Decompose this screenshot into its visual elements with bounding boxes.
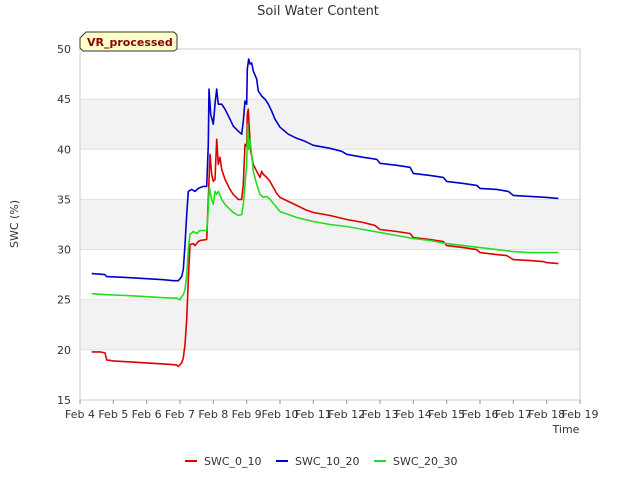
y-tick-label: 25 [57, 294, 71, 307]
x-tick-label: Feb 6 [132, 408, 162, 421]
legend: SWC_0_10 SWC_10_20 SWC_20_30 [185, 455, 458, 468]
y-tick-label: 45 [57, 93, 71, 106]
x-tick-label: Feb 12 [328, 408, 365, 421]
x-tick-label: Feb 10 [262, 408, 299, 421]
x-tick-label: Feb 17 [495, 408, 532, 421]
x-tick-label: Feb 19 [562, 408, 599, 421]
x-tick-label: Feb 7 [165, 408, 195, 421]
badge-box [79, 31, 178, 52]
series-lines [91, 58, 559, 368]
x-tick-label: Feb 9 [232, 408, 262, 421]
y-tick-label: 20 [57, 344, 71, 357]
x-tick-label: Feb 4 [65, 408, 95, 421]
x-tick-label: Feb 16 [462, 408, 499, 421]
y-tick-label: 15 [57, 394, 71, 407]
badge-label: VR_processed [87, 36, 173, 49]
y-tick-label: 35 [57, 193, 71, 206]
y-axis-label: SWC (%) [8, 200, 21, 248]
grid-band [80, 299, 580, 350]
legend-label: SWC_10_20 [295, 455, 360, 468]
x-tick-label: Feb 11 [295, 408, 332, 421]
x-tick-label: Feb 8 [198, 408, 228, 421]
series-line-swc-20-30 [91, 123, 559, 301]
y-tick-label: 40 [57, 143, 71, 156]
x-tick-label: Feb 18 [528, 408, 565, 421]
grid-band [80, 99, 580, 150]
series-line-swc-10-20 [91, 58, 559, 282]
y-tick-label: 30 [57, 244, 71, 257]
x-tick-label: Feb 13 [362, 408, 399, 421]
x-tick-label: Feb 14 [395, 408, 432, 421]
x-tick-label: Feb 15 [428, 408, 465, 421]
plot-frame [79, 48, 581, 401]
series-line-swc-0-10 [91, 108, 559, 368]
vr-processed-badge: VR_processed [79, 31, 178, 52]
chart-title: Soil Water Content [257, 4, 379, 19]
legend-label: SWC_20_30 [393, 455, 458, 468]
y-tick-label: 50 [57, 43, 71, 56]
legend-label: SWC_0_10 [204, 455, 262, 468]
x-tick-label: Feb 5 [98, 408, 128, 421]
x-axis-label: Time [552, 423, 580, 436]
